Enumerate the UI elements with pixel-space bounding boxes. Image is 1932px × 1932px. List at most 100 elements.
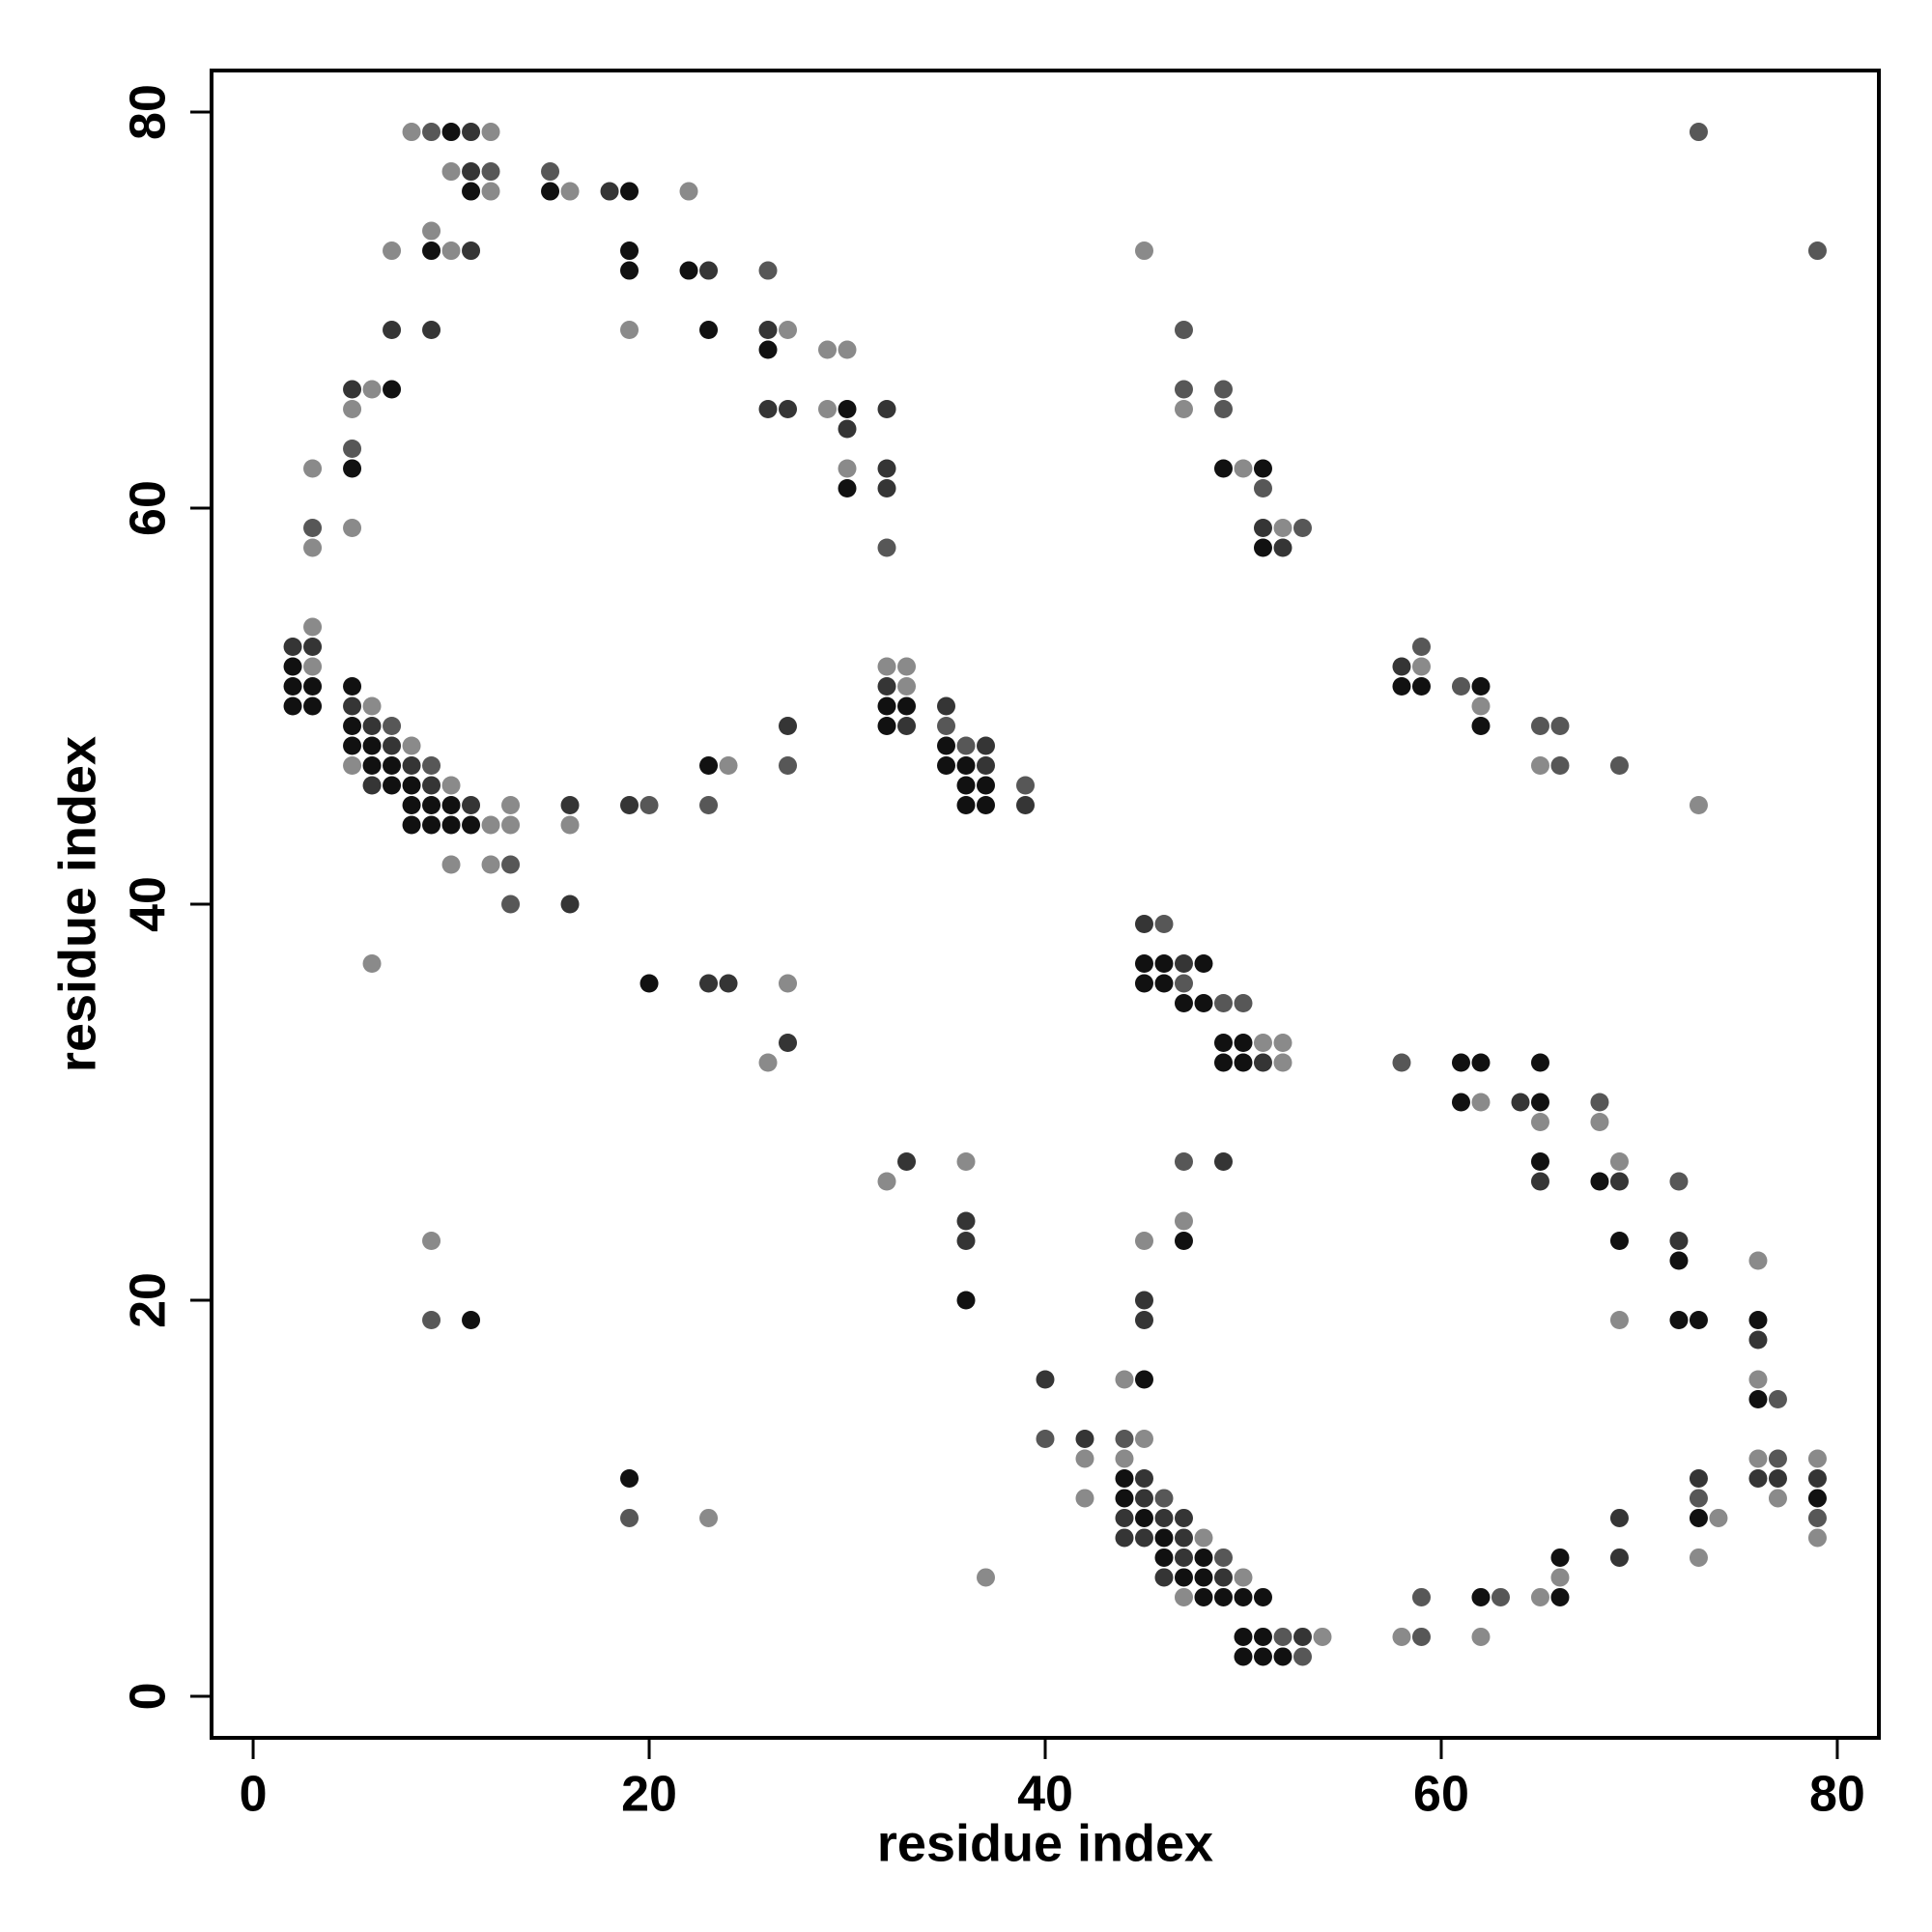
point	[1213, 993, 1233, 1012]
point	[1689, 1310, 1708, 1329]
point	[1134, 1508, 1153, 1527]
point	[1234, 1647, 1253, 1666]
point	[1768, 1468, 1787, 1488]
point	[877, 459, 896, 478]
point	[1689, 796, 1708, 815]
point	[699, 756, 719, 776]
point	[343, 677, 362, 696]
point	[758, 261, 778, 280]
point	[1194, 1528, 1213, 1548]
point	[1392, 1053, 1411, 1072]
point	[1609, 1231, 1629, 1250]
point	[1213, 1568, 1233, 1587]
point	[501, 815, 521, 835]
point	[758, 1053, 778, 1072]
point	[541, 162, 560, 182]
point	[1174, 1151, 1193, 1171]
point	[1530, 1151, 1549, 1171]
point	[620, 796, 639, 815]
point	[1807, 1508, 1827, 1527]
point	[1154, 1568, 1174, 1587]
point	[1253, 1647, 1272, 1666]
point	[956, 1231, 976, 1250]
point	[1768, 1449, 1787, 1468]
point	[1451, 677, 1470, 696]
point	[1253, 1627, 1272, 1646]
y-tick-label: 0	[121, 1682, 177, 1710]
point	[1115, 1468, 1134, 1488]
point	[362, 696, 382, 716]
point	[383, 756, 402, 776]
point	[1036, 1429, 1055, 1448]
point	[1471, 1627, 1491, 1646]
point	[422, 1231, 441, 1250]
point	[639, 974, 659, 993]
point	[877, 657, 896, 676]
point	[1253, 1053, 1272, 1072]
point	[383, 380, 402, 399]
point	[1609, 1172, 1629, 1191]
point	[1115, 1429, 1134, 1448]
point	[481, 182, 500, 201]
point	[1253, 538, 1272, 557]
point	[462, 242, 481, 261]
point	[1115, 1449, 1134, 1468]
point	[838, 479, 857, 498]
point	[779, 321, 798, 340]
point	[1293, 519, 1312, 538]
point	[1530, 1587, 1549, 1606]
point	[283, 696, 302, 716]
point	[1471, 1093, 1491, 1112]
point	[600, 182, 619, 201]
point	[402, 815, 421, 835]
point	[343, 440, 362, 459]
point	[956, 756, 976, 776]
point	[343, 717, 362, 736]
point	[1807, 242, 1827, 261]
point	[343, 400, 362, 419]
point	[719, 974, 738, 993]
point	[1234, 1033, 1253, 1052]
point	[818, 400, 838, 419]
point	[956, 1211, 976, 1231]
ticks: 0 20 40 60 80 0 20 40 60 80	[121, 84, 1865, 1823]
point	[1807, 1489, 1827, 1508]
point	[1213, 1151, 1233, 1171]
point	[1411, 677, 1431, 696]
point	[1234, 1568, 1253, 1587]
point	[1748, 1468, 1768, 1488]
point	[1491, 1587, 1510, 1606]
point	[1609, 1310, 1629, 1329]
point	[977, 1568, 996, 1587]
point	[620, 321, 639, 340]
point	[1213, 459, 1233, 478]
x-tick-label: 0	[240, 1767, 268, 1823]
point	[639, 796, 659, 815]
point	[779, 717, 798, 736]
point	[699, 1508, 719, 1527]
point	[897, 696, 917, 716]
point	[956, 1291, 976, 1310]
point	[818, 340, 838, 359]
point	[1016, 796, 1036, 815]
point	[501, 855, 521, 874]
point	[560, 182, 580, 201]
point	[1174, 993, 1193, 1012]
point	[1293, 1627, 1312, 1646]
point	[838, 459, 857, 478]
y-tick-label: 20	[121, 1272, 177, 1328]
point	[462, 815, 481, 835]
point	[283, 638, 302, 657]
point	[1689, 1548, 1708, 1567]
point	[1392, 1627, 1411, 1646]
point	[1411, 638, 1431, 657]
point	[1174, 1231, 1193, 1250]
point	[362, 717, 382, 736]
point	[441, 776, 461, 795]
point	[402, 796, 421, 815]
point	[620, 1468, 639, 1488]
point	[779, 756, 798, 776]
point	[1530, 717, 1549, 736]
point	[1075, 1489, 1094, 1508]
point	[362, 953, 382, 973]
